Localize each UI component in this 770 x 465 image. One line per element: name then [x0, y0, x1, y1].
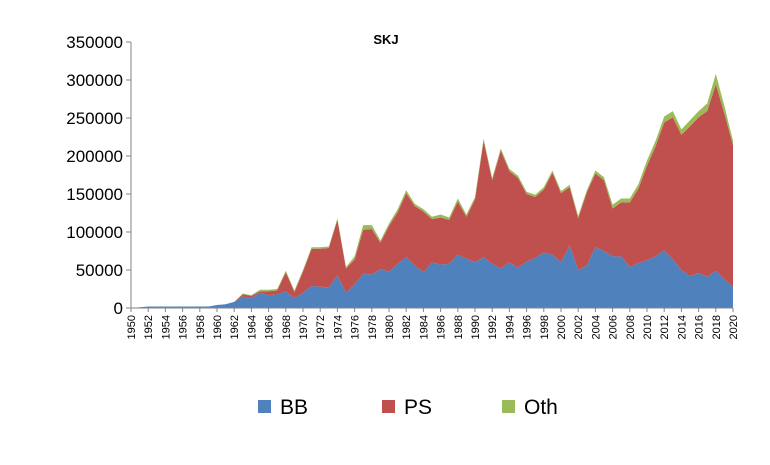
x-tick-label: 1990 [470, 315, 482, 339]
x-tick-label: 1996 [522, 315, 534, 339]
x-tick-label: 1976 [350, 315, 362, 339]
y-tick-label: 300000 [66, 71, 123, 90]
x-tick-label: 2002 [573, 315, 585, 339]
y-tick-label: 250000 [66, 109, 123, 128]
x-tick-label: 1952 [143, 315, 155, 339]
x-tick-label: 1978 [367, 315, 379, 339]
legend-label-ps: PS [404, 396, 432, 419]
x-tick-label: 2008 [625, 315, 637, 339]
legend: BB PS Oth [258, 396, 558, 419]
x-tick-label: 1984 [418, 315, 430, 339]
chart-title: SKJ [373, 32, 398, 47]
x-tick-label: 1972 [315, 315, 327, 339]
legend-swatch-ps [382, 400, 395, 413]
y-tick-label: 200000 [66, 147, 123, 166]
x-tick-label: 1986 [436, 315, 448, 339]
x-tick-label: 2016 [694, 315, 706, 339]
x-tick-label: 2018 [711, 315, 723, 339]
x-tick-label: 1960 [212, 315, 224, 339]
x-tick-label: 2014 [676, 315, 688, 339]
x-tick-label: 2012 [659, 315, 671, 339]
x-tick-label: 1950 [126, 315, 138, 339]
x-tick-label: 1954 [160, 315, 172, 339]
x-tick-label: 1968 [281, 315, 293, 339]
x-tick-label: 1982 [401, 315, 413, 339]
x-tick-label: 1956 [178, 315, 190, 339]
legend-label-bb: BB [280, 396, 308, 419]
y-tick-label: 0 [114, 299, 123, 318]
x-tick-label: 1998 [539, 315, 551, 339]
y-tick-label: 100000 [66, 223, 123, 242]
y-tick-label: 350000 [66, 33, 123, 52]
x-tick-label: 1992 [487, 315, 499, 339]
x-tick-label: 1974 [332, 315, 344, 339]
x-tick-label: 1958 [195, 315, 207, 339]
area-ps [131, 84, 733, 308]
x-tick-label: 1966 [264, 315, 276, 339]
plot-area [131, 73, 733, 308]
x-tick-label: 1988 [453, 315, 465, 339]
legend-swatch-oth [502, 400, 515, 413]
y-tick-label: 150000 [66, 185, 123, 204]
x-tick-label: 2004 [590, 315, 602, 339]
area-bb [131, 245, 733, 308]
x-tick-label: 1970 [298, 315, 310, 339]
x-tick-label: 1994 [504, 315, 516, 339]
y-axis: 0 50000 100000 150000 200000 250000 300000 3500… [66, 33, 132, 318]
x-tick-label: 2020 [728, 315, 740, 339]
x-tick-label: 2006 [608, 315, 620, 339]
x-tick-label: 2000 [556, 315, 568, 339]
x-tick-label: 2010 [642, 315, 654, 339]
legend-swatch-bb [258, 400, 271, 413]
x-tick-label: 1964 [246, 315, 258, 339]
x-tick-label: 1980 [384, 315, 396, 339]
x-tick-label: 1962 [229, 315, 241, 339]
x-axis: 1950 1952 1954 1956 1958 1960 1962 1964 1966 1968… [126, 307, 740, 339]
y-tick-label: 50000 [76, 261, 123, 280]
legend-label-oth: Oth [524, 396, 558, 419]
